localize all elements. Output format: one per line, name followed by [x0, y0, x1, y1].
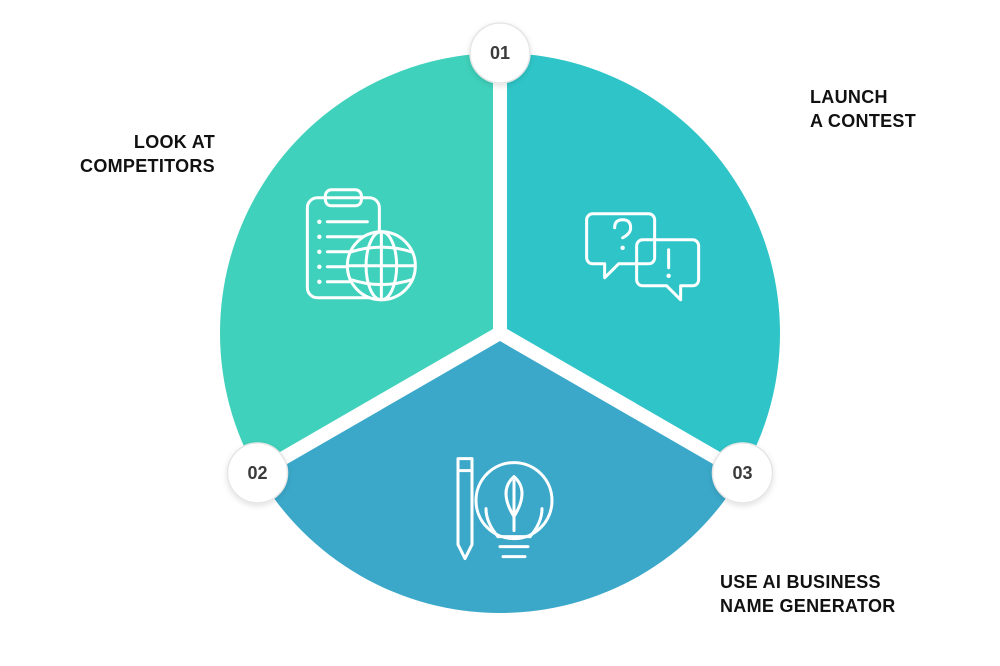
label-launch-contest: LAUNCH A CONTEST [810, 85, 916, 134]
infographic-canvas: 01 02 03 LAUNCH A CONTEST LOOK AT COMPETITO… [0, 0, 1000, 666]
badge-02: 02 [228, 443, 288, 503]
badge-01: 01 [470, 23, 530, 83]
label-ai-name-gen: USE AI BUSINESS NAME GENERATOR [720, 570, 896, 619]
badge-number: 03 [732, 463, 752, 483]
badge-03: 03 [712, 443, 772, 503]
badge-number: 01 [490, 43, 510, 63]
label-look-competitors: LOOK AT COMPETITORS [65, 130, 215, 179]
badge-number: 02 [247, 463, 267, 483]
